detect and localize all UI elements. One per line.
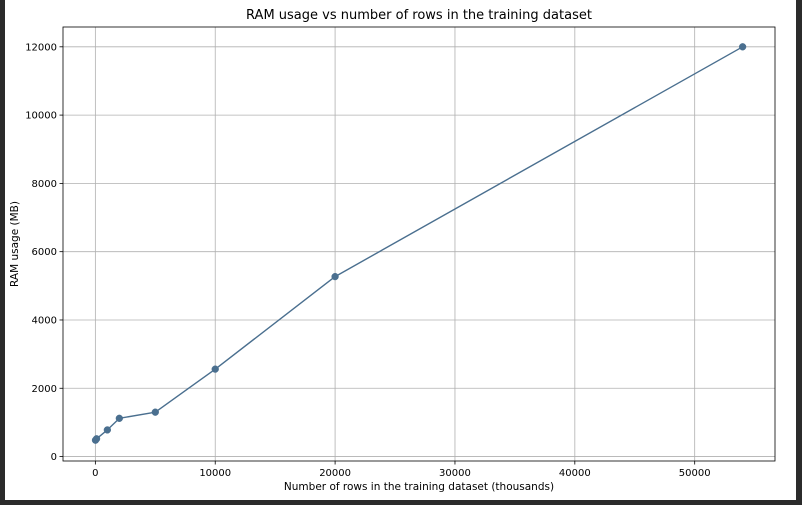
y-tick-label: 8000 [32,179,57,190]
x-tick-label: 20000 [319,468,351,479]
data-point-marker [211,365,219,373]
data-point-marker [92,435,101,443]
data-point-marker [103,426,112,434]
x-tick-label: 0 [92,468,98,479]
y-tick-label: 4000 [32,315,57,326]
line-chart: 0 10000 20000 30000 40000 50000 0 2000 4000 6000 8… [9,8,776,493]
y-axis-label: RAM usage (MB) [9,201,21,287]
x-axis-label: Number of rows in the training dataset (… [284,481,554,493]
data-series [91,43,747,444]
axis-ticks: 0 10000 20000 30000 40000 50000 0 2000 4000 6000 8… [25,42,710,479]
plot-area-frame [62,26,776,462]
x-tick-label: 50000 [679,468,711,479]
data-point-marker [115,414,123,422]
chart-title: RAM usage vs number of rows in the train… [246,8,592,23]
y-tick-label: 0 [51,452,57,463]
chart-figure: 0 10000 20000 30000 40000 50000 0 2000 4000 6000 8… [5,0,796,500]
y-tick-label: 10000 [25,111,57,122]
data-point-marker [331,272,339,281]
y-tick-label: 2000 [32,384,57,395]
y-tick-label: 6000 [32,247,57,258]
series-line [94,46,743,441]
x-tick-label: 40000 [559,468,591,479]
x-tick-label: 10000 [199,468,231,479]
x-tick-label: 30000 [439,468,471,479]
data-point-marker [738,43,747,51]
grid-lines [63,27,775,461]
data-point-marker [151,408,159,416]
y-tick-label: 12000 [25,42,57,53]
